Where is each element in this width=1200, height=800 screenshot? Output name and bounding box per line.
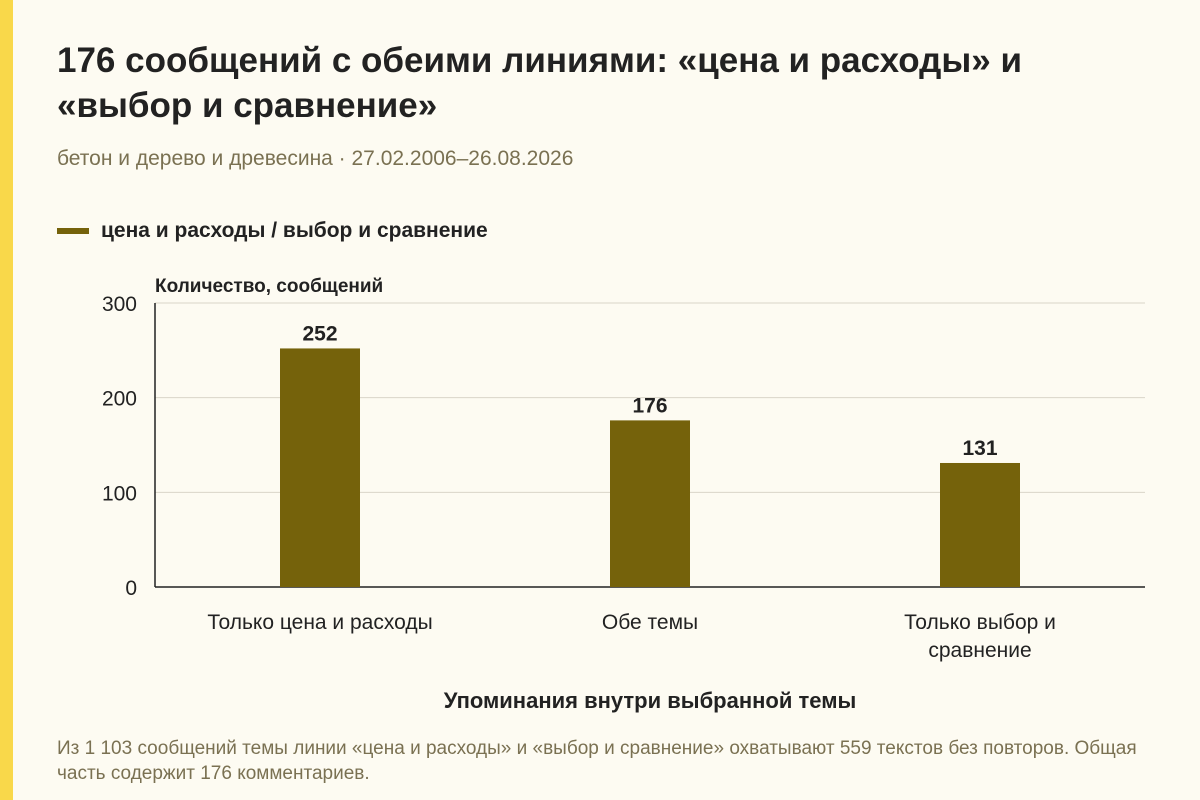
bar-chart: Количество, сообщений 0 100 200 300 252 Только… xyxy=(102,276,1145,713)
x-tick-label: Только цена и расходы xyxy=(207,611,432,634)
data-label: 176 xyxy=(632,394,667,417)
bar xyxy=(280,348,360,587)
y-tick-label: 100 xyxy=(102,482,137,505)
legend: цена и расходы / выбор и сравнение xyxy=(57,219,488,243)
data-label: 252 xyxy=(302,322,337,345)
chart-subtitle: бетон и дерево и древесина · 27.02.2006–… xyxy=(57,147,574,170)
y-tick-label: 300 xyxy=(102,293,137,316)
x-tick-label: сравнение xyxy=(928,639,1031,662)
bar xyxy=(940,462,1020,587)
x-axis-label: Упоминания внутри выбранной темы xyxy=(444,688,857,713)
bar xyxy=(610,420,690,587)
legend-label: цена и расходы / выбор и сравнение xyxy=(101,219,488,242)
data-label: 131 xyxy=(962,437,997,460)
y-axis-label: Количество, сообщений xyxy=(155,276,383,297)
legend-swatch xyxy=(57,228,89,234)
x-tick-label: Только выбор и xyxy=(904,611,1056,634)
x-tick-label: Обе темы xyxy=(602,611,698,634)
footnote: Из 1 103 сообщений темы линии «цена и ра… xyxy=(57,738,1137,784)
accent-bar xyxy=(0,0,13,800)
chart-title: 176 сообщений с обеими линиями: «цена и … xyxy=(57,41,1022,125)
y-tick-label: 0 xyxy=(125,577,137,600)
y-tick-label: 200 xyxy=(102,388,137,411)
